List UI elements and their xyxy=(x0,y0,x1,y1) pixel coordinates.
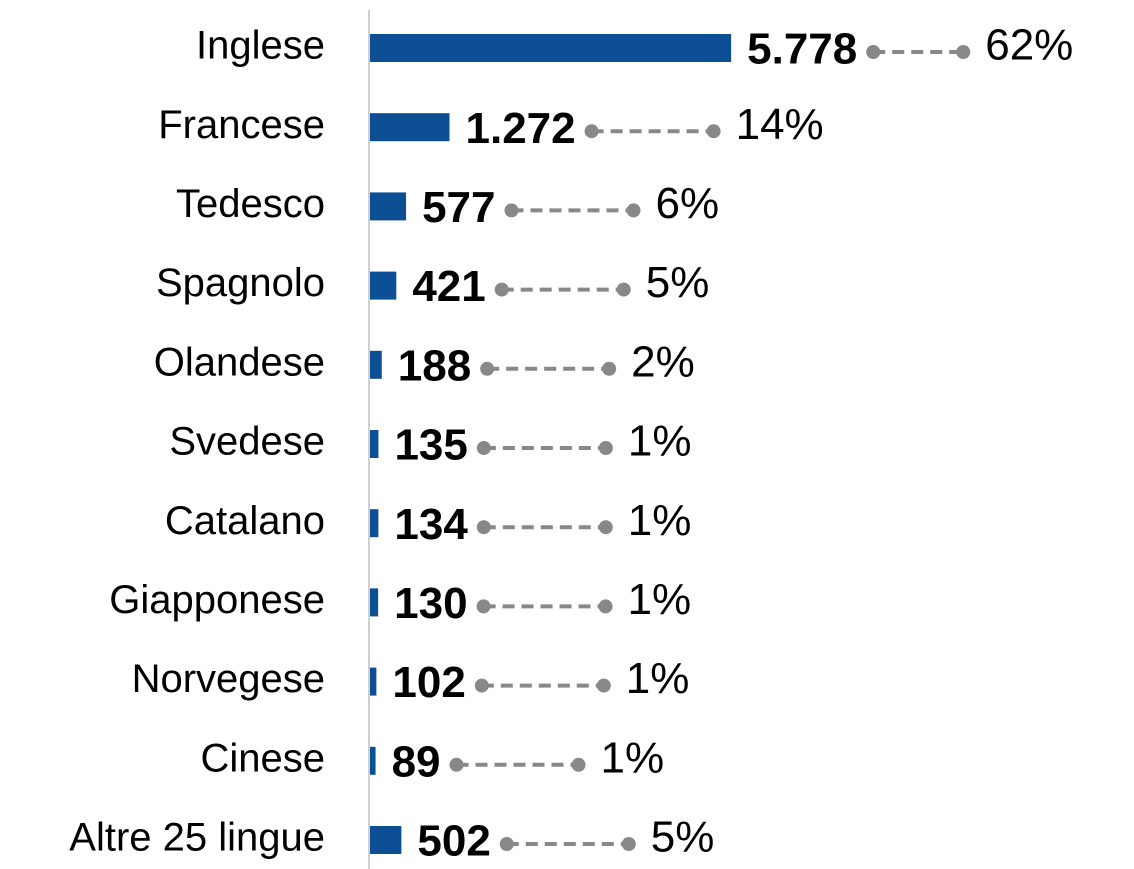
share-dot xyxy=(626,203,641,218)
bar xyxy=(370,746,376,775)
share-dot xyxy=(956,45,971,59)
share-label: 5% xyxy=(646,258,710,307)
bar xyxy=(370,34,732,62)
value-label: 5.778 xyxy=(747,25,857,74)
bar xyxy=(370,509,379,538)
share-label: 1% xyxy=(628,496,692,545)
bar xyxy=(370,667,377,696)
value-label: 577 xyxy=(422,183,495,232)
category-label: Cinese xyxy=(200,736,325,780)
value-label: 134 xyxy=(394,500,468,549)
share-dot xyxy=(596,678,611,693)
share-dot xyxy=(571,757,586,772)
share-label: 5% xyxy=(651,813,715,862)
bar xyxy=(370,113,450,142)
value-label: 102 xyxy=(392,658,465,707)
bar xyxy=(370,826,402,854)
connector-dot xyxy=(449,757,464,772)
share-label: 6% xyxy=(655,179,719,228)
category-label: Olandese xyxy=(154,340,325,384)
value-label: 89 xyxy=(392,737,441,786)
category-label: Catalano xyxy=(165,499,325,543)
share-label: 14% xyxy=(736,100,824,149)
connector-dot xyxy=(584,124,599,139)
connector-dot xyxy=(476,599,491,614)
category-label: Norvegese xyxy=(132,657,325,701)
bar xyxy=(370,271,397,300)
share-dot xyxy=(598,441,613,455)
share-label: 1% xyxy=(628,575,692,624)
category-label: Giapponese xyxy=(109,578,325,622)
share-dot xyxy=(616,282,631,297)
bar xyxy=(370,192,407,221)
share-label: 2% xyxy=(631,337,695,386)
value-label: 188 xyxy=(398,341,471,390)
connector-dot xyxy=(866,45,881,59)
connector-dot xyxy=(499,837,514,851)
category-label: Altre 25 lingue xyxy=(69,816,325,860)
category-label: Spagnolo xyxy=(156,261,325,305)
connector-dot xyxy=(476,520,491,535)
connector-dot xyxy=(474,678,489,693)
value-label: 421 xyxy=(412,262,485,311)
share-dot xyxy=(598,520,613,535)
bar xyxy=(370,430,379,458)
value-label: 502 xyxy=(417,817,490,866)
share-dot xyxy=(706,124,721,139)
share-label: 62% xyxy=(985,21,1073,70)
connector-dot xyxy=(494,282,509,297)
connector-dot xyxy=(476,441,491,455)
share-label: 1% xyxy=(626,654,690,703)
share-label: 1% xyxy=(628,417,692,466)
share-dot xyxy=(598,599,613,614)
connector-dot xyxy=(480,361,495,376)
value-label: 135 xyxy=(394,421,467,470)
category-label: Francese xyxy=(158,103,325,147)
value-label: 1.272 xyxy=(466,104,576,153)
category-label: Tedesco xyxy=(176,182,325,226)
category-label: Inglese xyxy=(196,24,325,68)
bar xyxy=(370,350,382,379)
category-label: Svedese xyxy=(169,420,325,464)
connector-dot xyxy=(504,203,519,218)
share-dot xyxy=(621,837,636,851)
value-label: 130 xyxy=(394,579,467,628)
bar xyxy=(370,588,379,617)
share-dot xyxy=(602,361,617,376)
share-label: 1% xyxy=(601,733,665,782)
